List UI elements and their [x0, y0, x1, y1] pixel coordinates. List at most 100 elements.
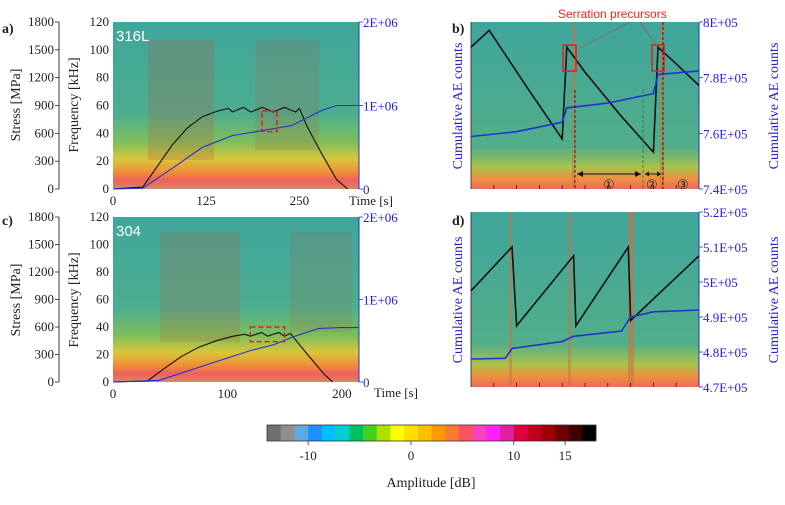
panel-a-xlabel: Time [s] — [349, 193, 393, 208]
colorbar-swatch — [404, 425, 419, 441]
frequency-tick-label: 0 — [103, 181, 110, 196]
colorbar-tick-label: 15 — [559, 448, 572, 463]
colorbar-ticks: -10 0 10 15 — [299, 441, 572, 463]
colorbar-swatch — [335, 425, 350, 441]
panel-c-ylabel-frequency: Frequency [kHz] — [67, 252, 82, 347]
panel-a-ylabel-stress: Stress [MPa] — [9, 69, 24, 142]
cumulative-tick-label: 0 — [363, 182, 370, 197]
stress-tick-label: 1200 — [28, 70, 54, 85]
stress-tick-label: 0 — [48, 181, 55, 196]
panel-d-ylabel-left: Cumulative AE counts — [451, 237, 466, 364]
x-tick-label: 200 — [332, 386, 352, 401]
colorbar-swatch — [554, 425, 569, 441]
colorbar-swatch — [431, 425, 446, 441]
colorbar-tick-label: 0 — [408, 448, 415, 463]
panel-c-noise-band — [160, 232, 240, 342]
x-tick-label: 125 — [196, 193, 216, 208]
phase-marker-2: ② — [646, 177, 658, 192]
frequency-tick-label: 60 — [96, 98, 109, 113]
panel-d-lines — [470, 244, 700, 360]
panel-a-inset-label: 316L — [116, 28, 149, 45]
colorbar-swatch — [513, 425, 528, 441]
colorbar-tick-label: 10 — [507, 448, 520, 463]
panel-a-noise-band — [148, 40, 214, 160]
panel-d-spectrogram — [471, 212, 699, 387]
colorbar-frame — [266, 424, 597, 442]
panel-b-ylabel-left: Cumulative AE counts — [451, 43, 466, 170]
panel-d: 4.7E+05 4.8E+05 4.9E+05 5E+05 5.1E+05 5.2E+05… — [451, 205, 782, 395]
panel-c-inset-label: 304 — [116, 223, 141, 240]
frequency-tick-label: 80 — [96, 70, 109, 85]
annotation-pointer — [639, 21, 659, 49]
cumulative-tick-label: 4.8E+05 — [703, 345, 748, 360]
colorbar-swatch — [417, 425, 432, 441]
colorbar-swatch — [349, 425, 364, 441]
panel-a-noise-band — [255, 40, 319, 150]
colorbar-swatch — [500, 425, 515, 441]
cumulative-tick-label: 7.8E+05 — [703, 71, 748, 86]
panel-d-vline — [628, 212, 634, 387]
colorbar-swatch — [308, 425, 323, 441]
frequency-tick-label: 80 — [96, 264, 109, 279]
panel-d-vline — [509, 212, 512, 387]
colorbar-swatch — [568, 425, 583, 441]
phase-arrow-head — [645, 171, 661, 177]
panel-c-letter: c) — [2, 214, 13, 229]
stress-tick-label: 600 — [35, 319, 55, 334]
frequency-tick-label: 40 — [96, 125, 109, 140]
cumulative-tick-label: 7.6E+05 — [703, 126, 748, 141]
panel-b-vline — [572, 22, 575, 189]
frequency-tick-label: 20 — [96, 153, 109, 168]
frequency-tick-label: 0 — [103, 374, 110, 389]
stress-tick-label: 1800 — [28, 209, 54, 224]
frequency-tick-label: 100 — [90, 237, 110, 252]
x-tick-label: 250 — [290, 193, 310, 208]
panel-a-letter: a) — [2, 22, 14, 37]
frequency-tick-label: 60 — [96, 292, 109, 307]
cumulative_ae-line — [112, 327, 359, 383]
colorbar-swatch — [390, 425, 405, 441]
panel-c: 030060090012001500180002040608010012001E… — [2, 209, 418, 401]
frequency-tick-label: 100 — [90, 42, 110, 57]
panel-b-ylabel-right: Cumulative AE counts — [767, 43, 782, 170]
stress-line — [470, 244, 700, 329]
phase-marker-1: ① — [603, 177, 615, 192]
panel-c-spectrogram — [113, 217, 359, 382]
cumulative-tick-label: 5.2E+05 — [703, 205, 748, 220]
stress-tick-label: 300 — [35, 347, 55, 362]
frequency-tick-label: 120 — [90, 209, 110, 224]
stress-tick-label: 0 — [48, 374, 55, 389]
panel-b-annotation: Serration precursors — [558, 7, 667, 21]
panel-a-lines — [112, 104, 359, 190]
stress-tick-label: 900 — [35, 292, 55, 307]
panel-a-spectrogram — [113, 22, 359, 189]
colorbar-tick-label: -10 — [299, 448, 316, 463]
panel-b-axes: 7.4E+05 7.6E+05 7.8E+05 8E+05 — [470, 15, 748, 197]
panel-b: 7.4E+05 7.6E+05 7.8E+05 8E+05 b) Serration … — [451, 7, 782, 197]
colorbar-swatch — [376, 425, 391, 441]
x-tick-label: 0 — [110, 193, 117, 208]
cumulative_ae-line — [470, 70, 700, 138]
frequency-tick-label: 40 — [96, 319, 109, 334]
cumulative-tick-label: 2E+06 — [363, 210, 398, 225]
frequency-tick-label: 20 — [96, 347, 109, 362]
x-tick-label: 100 — [218, 386, 238, 401]
cumulative-tick-label: 8E+05 — [703, 15, 738, 30]
colorbar-swatch — [321, 425, 336, 441]
colorbar: -10 0 10 15 Amplitude [dB] — [266, 424, 597, 491]
panel-d-axes: 4.7E+05 4.8E+05 4.9E+05 5E+05 5.1E+05 5.2E+05 — [470, 205, 748, 395]
stress-tick-label: 1500 — [28, 237, 54, 252]
cumulative-tick-label: 5.1E+05 — [703, 240, 748, 255]
cumulative-tick-label: 1E+06 — [363, 99, 398, 114]
x-tick-label: 0 — [110, 386, 117, 401]
panel-c-ylabel-stress: Stress [MPa] — [9, 264, 24, 337]
annotation-pointer — [579, 21, 631, 49]
cumulative-tick-label: 5E+05 — [703, 275, 738, 290]
colorbar-swatch — [362, 425, 377, 441]
cumulative-tick-label: 4.9E+05 — [703, 310, 748, 325]
stress-tick-label: 1200 — [28, 264, 54, 279]
panel-a-highlight-box — [261, 110, 278, 133]
panel-c-axes: 030060090012001500180002040608010012001E… — [28, 209, 398, 401]
colorbar-swatch — [472, 425, 487, 441]
